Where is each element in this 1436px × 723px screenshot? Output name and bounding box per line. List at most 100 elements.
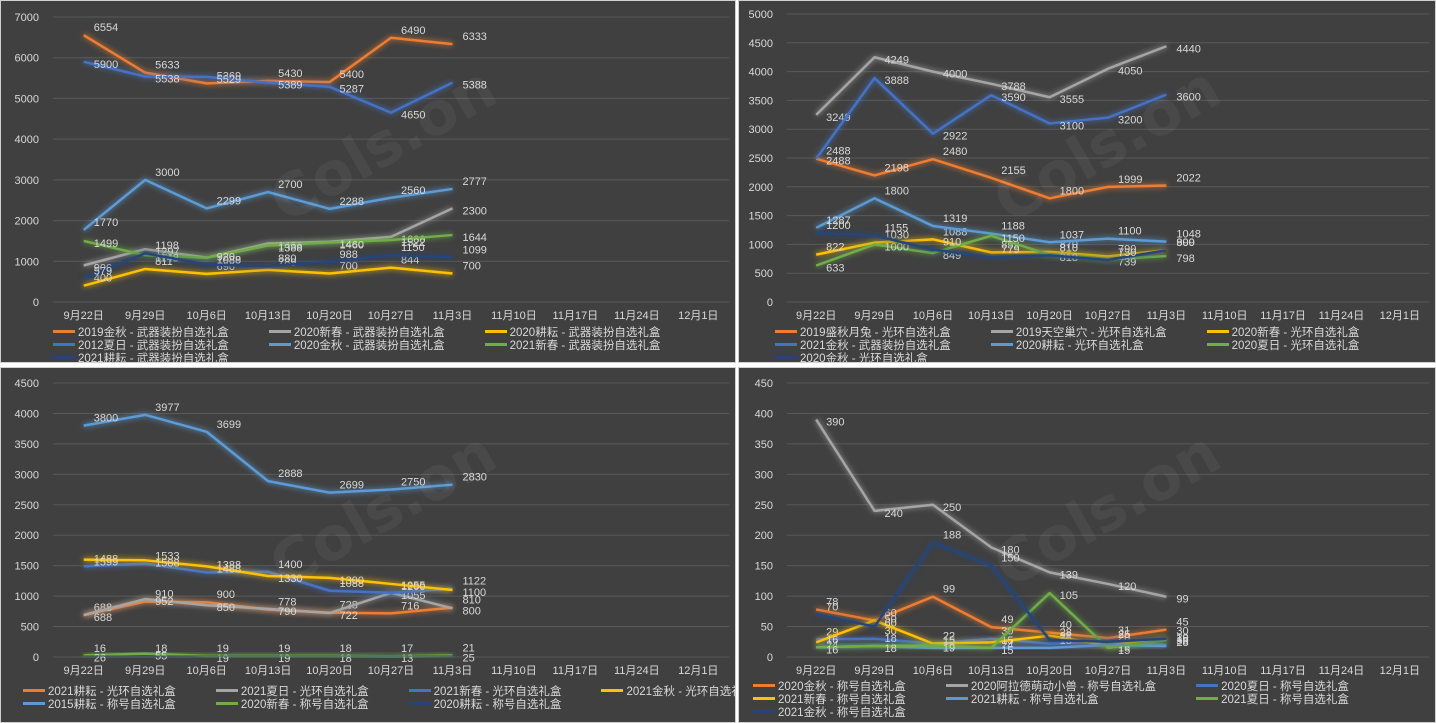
series-path	[82, 178, 453, 231]
data-label: 60	[885, 607, 897, 619]
chart-legend: 2021耕耘 - 光环自选礼盒 2021夏日 - 光环自选礼盒 2021新春 - 光…	[1, 684, 735, 711]
data-label: 28	[1060, 627, 1072, 639]
data-label: 920	[217, 252, 235, 264]
data-label: 4440	[1176, 43, 1200, 55]
series-line: 2488 3888 2922 3590 3100 3200 3600	[815, 75, 1201, 168]
series-line: 16 18 19 19 18 17 21	[83, 643, 475, 658]
y-tick-label: 1500	[749, 211, 773, 223]
data-label: 1000	[885, 241, 909, 253]
data-label: 2155	[1001, 165, 1025, 177]
legend-item: 2020金秋 - 光环自选礼盒	[775, 351, 951, 362]
data-label: 1100	[462, 587, 486, 599]
data-label: 15	[1001, 635, 1013, 647]
data-label: 139	[1060, 569, 1078, 581]
data-label: 1330	[278, 573, 302, 585]
data-label: 790	[1118, 243, 1136, 255]
data-label: 700	[462, 261, 480, 273]
y-tick-label: 50	[761, 622, 773, 634]
legend-label: 2020耕耘 - 武器装扮自选礼盒	[509, 326, 661, 339]
data-label: 180	[1001, 544, 1019, 556]
legend-swatch	[601, 689, 624, 692]
x-tick-label: 9月22日	[796, 310, 836, 322]
y-tick-label: 400	[755, 408, 773, 420]
legend-item: 2020新春 - 武器装扮自选礼盒	[268, 325, 445, 339]
data-label: 16	[94, 643, 106, 655]
data-label: 700	[340, 261, 358, 273]
x-tick-label: 10月20日	[306, 665, 352, 677]
x-tick-label: 11月24日	[1319, 665, 1365, 677]
data-label: 579	[94, 265, 112, 277]
y-tick-label: 350	[755, 439, 773, 451]
legend-label: 2021新春 - 称号自选礼盒	[778, 693, 906, 706]
data-label: 25	[1118, 629, 1130, 641]
legend-item: 2020耕耘 - 称号自选礼盒	[408, 697, 561, 711]
data-label: 2560	[401, 185, 425, 197]
data-label: 633	[826, 263, 844, 275]
series-line: 1599 1588 1488 1330 1300 1200 1100	[83, 557, 486, 599]
gridlines	[53, 16, 729, 303]
y-tick-label: 4500	[749, 38, 773, 50]
chart-legend: 2019金秋 - 武器装扮自选礼盒 2020新春 - 武器装扮自选礼盒 2020耕耘…	[1, 325, 735, 362]
data-label: 3555	[1060, 94, 1084, 106]
x-tick-label: 11月10日	[1202, 310, 1248, 322]
data-label: 5388	[462, 80, 486, 92]
y-tick-label: 7000	[15, 12, 39, 24]
y-tick-label: 1500	[15, 561, 39, 573]
x-tick-label: 11月24日	[1319, 310, 1365, 322]
legend-item: 2015耕耘 - 称号自选礼盒	[23, 697, 176, 711]
data-label: 2300	[462, 205, 486, 217]
data-label: 5287	[340, 84, 364, 96]
x-tick-label: 9月22日	[64, 310, 104, 322]
x-tick-label: 10月6日	[186, 665, 226, 677]
y-tick-label: 2500	[15, 500, 39, 512]
x-tick-label: 10月6日	[913, 665, 953, 677]
data-label: 5389	[278, 80, 302, 92]
data-label: 16	[826, 644, 838, 656]
data-label: 18	[885, 633, 897, 645]
data-label: 1048	[1176, 229, 1200, 241]
data-label: 3800	[94, 413, 118, 425]
x-tick-label: 9月22日	[64, 665, 104, 677]
legend-swatch	[1196, 684, 1219, 687]
x-tick-label: 10月27日	[368, 310, 414, 322]
legend-label: 2020新春 - 武器装扮自选礼盒	[293, 326, 445, 339]
x-tick-label: 11月3日	[433, 310, 473, 322]
y-tick-label: 2500	[749, 153, 773, 165]
legend-label: 2021金秋 - 称号自选礼盒	[778, 706, 906, 719]
x-tick-label: 11月24日	[614, 310, 660, 322]
legend-label: 2020阿拉德萌动小兽 - 称号自选礼盒	[970, 680, 1157, 693]
legend-item: 2012夏日 - 武器装扮自选礼盒	[53, 338, 229, 352]
data-label: 5529	[217, 74, 241, 86]
data-label: 2022	[1176, 173, 1200, 185]
legend-swatch	[1206, 330, 1229, 333]
data-label: 99	[943, 584, 955, 596]
chart-svg: 0 500 1000 1500 2000 2500 3000 3500 4000 4500 5000…	[749, 9, 1429, 322]
data-label: 150	[1001, 553, 1019, 565]
legend-swatch	[945, 684, 968, 687]
x-tick-label: 12月1日	[1380, 665, 1420, 677]
data-label: 3699	[217, 419, 241, 431]
data-label: 899	[1176, 237, 1194, 249]
data-label: 1150	[1001, 233, 1025, 245]
x-tick-label: 11月17日	[553, 665, 599, 677]
y-tick-label: 250	[755, 500, 773, 512]
legend-item: 2020耕耘 - 光环自选礼盒	[990, 338, 1167, 352]
legend-swatch	[215, 702, 238, 705]
legend-swatch	[268, 330, 291, 333]
x-tick-label: 10月20日	[1026, 310, 1072, 322]
y-tick-label: 3000	[749, 124, 773, 136]
data-label: 2750	[401, 477, 425, 489]
data-label: 1460	[340, 240, 364, 252]
legend-swatch	[215, 689, 238, 692]
data-label: 988	[340, 249, 358, 261]
chart-halo-title-boxes: 0 500 1000 1500 2000 2500 3000 3500 4000 4500 9月22…	[0, 367, 736, 723]
data-label: 2888	[278, 468, 302, 480]
data-label: 1644	[462, 232, 486, 244]
data-label: 910	[943, 237, 961, 249]
legend-label: 2019天空巢穴 - 光环自选礼盒	[1015, 326, 1167, 339]
data-label: 18	[885, 643, 897, 655]
legend-item: 2020耕耘 - 武器装扮自选礼盒	[484, 325, 661, 339]
x-tick-label: 10月20日	[306, 310, 352, 322]
